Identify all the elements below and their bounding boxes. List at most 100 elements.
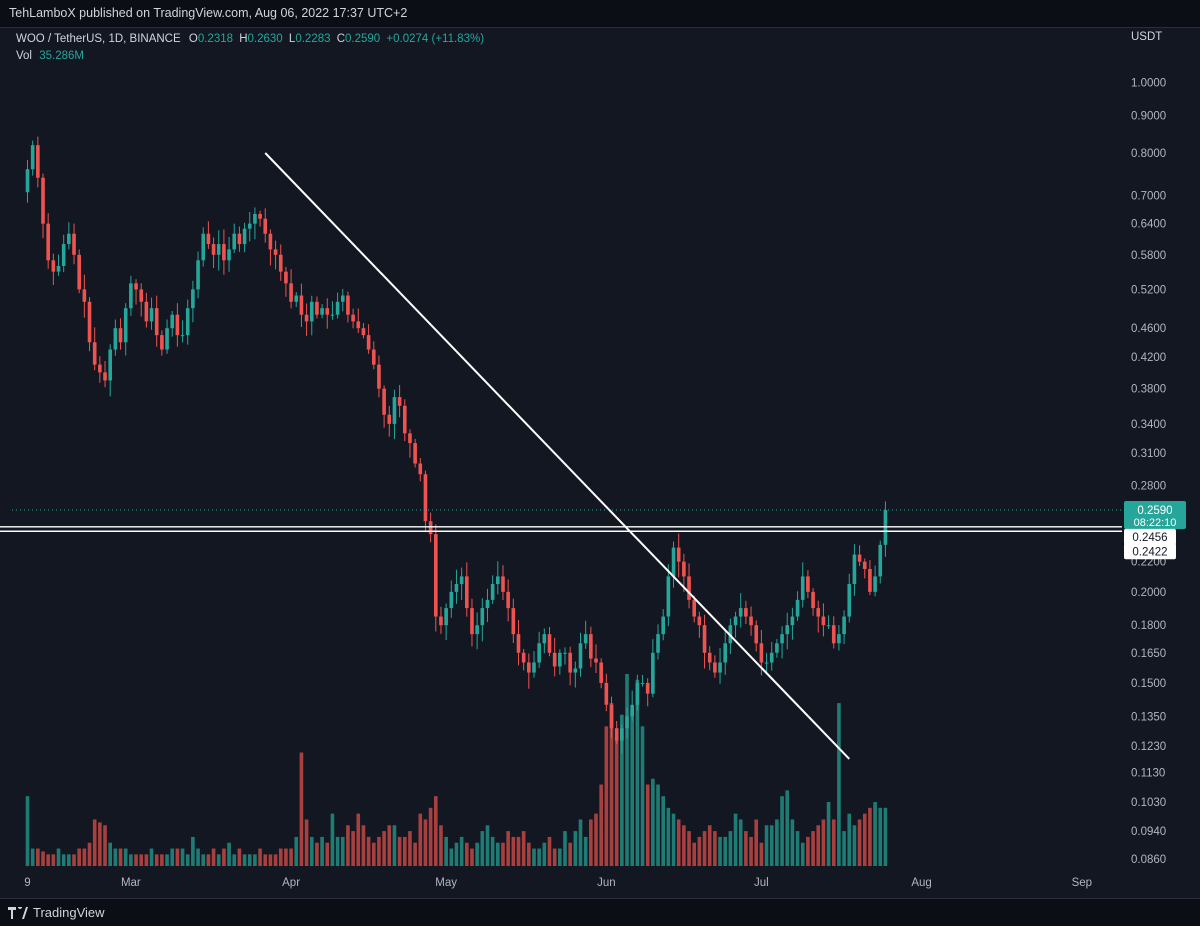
volume-bar [733,813,738,866]
volume-bar [506,831,510,866]
volume-bar [72,854,76,866]
candle-body [366,335,371,350]
candle-body [707,652,712,663]
volume-bar [842,831,846,866]
candle-body [77,254,81,290]
candle-body [273,249,278,255]
volume-bar [371,842,376,866]
volume-bar [309,836,314,866]
candle-body [227,249,231,261]
volume-bar [449,848,454,866]
candle-body [764,662,769,664]
volume-bar [232,854,237,866]
volume-bar [67,854,71,866]
candle-body [242,228,247,245]
candle-body [211,244,216,255]
y-tick-label: 0.5200 [1131,284,1166,296]
volume-bar [222,848,226,866]
volume-bar [857,819,862,866]
y-tick-label: 0.3800 [1131,384,1166,396]
candle-body [826,625,831,627]
candle-body [857,554,862,562]
candle-body [563,652,567,654]
volume-bar [651,778,655,866]
volume-bar [160,854,164,866]
top-bar: TehLamboX published on TradingView.com, … [0,0,1200,28]
volume-bar [852,825,857,866]
volume-bar [568,842,572,866]
candle-body [485,599,490,609]
candle-body [635,682,640,705]
candles [25,136,888,754]
candle-body [496,576,500,585]
candle-body [232,233,237,250]
candle-body [676,547,681,562]
candle-body [749,616,753,626]
candle-body [609,704,614,729]
volume-bar [139,854,144,866]
candle-body [87,301,92,343]
candle-body [330,314,335,316]
candle-body [284,271,288,284]
volume-bar [578,819,583,866]
volume-bar [377,836,381,866]
legend-vol-value: 35.286M [39,50,84,62]
volume-bar [795,831,800,866]
volume-bar [392,825,397,866]
volume-bar [816,825,821,866]
candle-body [738,608,743,617]
candle-body [516,634,521,653]
legend-open-label: O [188,33,198,45]
candle-body [599,662,603,683]
candle-body [387,414,392,424]
volume-bar [165,854,169,866]
volume-bar [754,819,759,866]
volume-bar [423,819,428,866]
candle-body [831,625,836,644]
candle-body [470,608,474,635]
volume-bar [315,842,319,866]
volume-bar [185,854,190,866]
volume-bar [847,813,852,866]
volume-bar [645,784,650,866]
candle-body [304,314,309,322]
volume-bar [496,842,500,866]
candle-body [222,244,226,261]
volume-bar [800,842,805,866]
candle-body [589,634,593,659]
x-tick-label: May [435,877,457,889]
volume-bar [25,796,30,866]
volume-bar [769,825,774,866]
candle-body [537,643,541,663]
volume-bar [883,807,888,866]
volume-bar [501,842,505,866]
level-badge [1124,528,1176,545]
candle-body [340,295,345,302]
candle-body [335,301,340,315]
volume-bar [82,848,87,866]
volume-bar [470,848,474,866]
legend-vol-label: Vol [16,50,32,62]
candle-body [837,634,841,644]
candle-body [780,634,784,644]
volume-bar [780,796,784,866]
volume-bar [294,836,299,866]
volume-bar [134,854,138,866]
volume-bar [103,825,107,866]
last-price-badge [1124,501,1186,530]
candle-body [521,652,526,663]
candle-body [692,599,697,617]
candle-body [165,328,169,350]
time-axis: 9 Mar Apr May Jun Jul Aug Sep [24,877,1092,889]
tradingview-logo[interactable]: TradingView [8,905,105,920]
candle-body [320,308,324,315]
drawings [0,152,1122,760]
volume-bar [744,831,748,866]
volume-bar [527,842,531,866]
volume-bar [439,825,443,866]
candle-body [103,372,107,381]
candle-body [402,405,407,434]
level-label: 0.2456 [1132,532,1167,544]
legend-change: +0.0274 (+11.83%) [386,33,485,45]
